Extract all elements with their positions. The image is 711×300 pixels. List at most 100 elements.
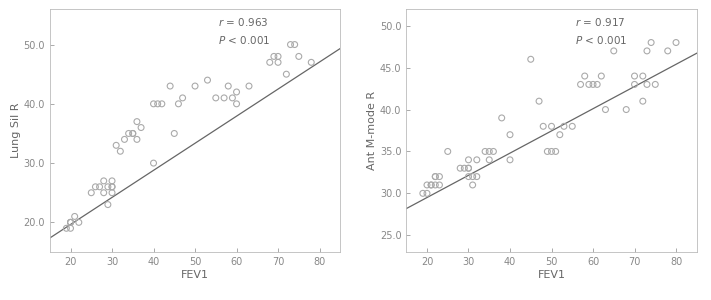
- Point: [65, 226, 76, 231]
- Point: [579, 74, 590, 78]
- Point: [629, 74, 640, 78]
- Point: [107, 190, 118, 195]
- Point: [429, 183, 441, 188]
- Point: [483, 149, 495, 154]
- Point: [504, 132, 515, 137]
- Point: [538, 124, 549, 129]
- Point: [542, 149, 553, 154]
- Point: [641, 49, 653, 53]
- Point: [65, 220, 76, 225]
- Point: [592, 82, 603, 87]
- Point: [272, 60, 284, 65]
- Point: [434, 183, 445, 188]
- Point: [107, 184, 118, 189]
- Point: [463, 166, 474, 171]
- Point: [231, 90, 242, 94]
- Point: [293, 54, 304, 59]
- Point: [504, 158, 515, 162]
- Point: [567, 124, 578, 129]
- Point: [650, 82, 661, 87]
- Point: [85, 190, 97, 195]
- Point: [417, 191, 429, 196]
- Point: [231, 101, 242, 106]
- Point: [662, 49, 673, 53]
- Point: [637, 99, 648, 103]
- Point: [102, 202, 114, 207]
- Point: [127, 131, 139, 136]
- Point: [550, 149, 562, 154]
- Point: [422, 183, 433, 188]
- Point: [558, 124, 570, 129]
- Point: [425, 183, 437, 188]
- Point: [488, 149, 499, 154]
- X-axis label: FEV1: FEV1: [181, 270, 209, 280]
- Point: [223, 84, 234, 88]
- Point: [60, 226, 72, 231]
- Point: [429, 174, 441, 179]
- Point: [173, 101, 184, 106]
- Point: [646, 40, 657, 45]
- Point: [268, 54, 279, 59]
- Point: [442, 149, 454, 154]
- Point: [65, 220, 76, 225]
- Point: [94, 184, 105, 189]
- Point: [637, 74, 648, 78]
- Point: [600, 107, 611, 112]
- Point: [156, 101, 168, 106]
- Point: [425, 183, 437, 188]
- Point: [202, 78, 213, 82]
- Point: [169, 131, 180, 136]
- Point: [621, 107, 632, 112]
- Point: [227, 95, 238, 100]
- Point: [479, 149, 491, 154]
- Point: [629, 82, 640, 87]
- Point: [608, 49, 619, 53]
- Point: [135, 125, 146, 130]
- Point: [210, 95, 222, 100]
- Point: [587, 82, 599, 87]
- Point: [114, 149, 126, 154]
- Point: [189, 84, 201, 88]
- Point: [119, 137, 130, 142]
- Point: [496, 116, 508, 120]
- Point: [148, 161, 159, 166]
- Point: [583, 82, 594, 87]
- Point: [218, 95, 230, 100]
- Point: [641, 82, 653, 87]
- Point: [546, 124, 557, 129]
- Point: [463, 166, 474, 171]
- Point: [107, 178, 118, 183]
- Point: [467, 174, 479, 179]
- Point: [243, 84, 255, 88]
- Point: [467, 183, 479, 188]
- Point: [148, 101, 159, 106]
- Point: [123, 131, 134, 136]
- Y-axis label: Lung Sil R: Lung Sil R: [11, 103, 21, 158]
- Point: [132, 137, 143, 142]
- Point: [463, 158, 474, 162]
- Point: [434, 174, 445, 179]
- Point: [127, 131, 139, 136]
- Text: $r$ = 0.963
$P$ < 0.001: $r$ = 0.963 $P$ < 0.001: [218, 16, 271, 46]
- Point: [132, 119, 143, 124]
- Point: [90, 184, 101, 189]
- Point: [459, 166, 470, 171]
- Point: [177, 95, 188, 100]
- Point: [164, 84, 176, 88]
- Point: [454, 166, 466, 171]
- Point: [546, 149, 557, 154]
- Point: [471, 174, 483, 179]
- Point: [107, 184, 118, 189]
- Point: [471, 158, 483, 162]
- Point: [525, 57, 536, 62]
- Point: [69, 214, 80, 219]
- Point: [429, 174, 441, 179]
- Point: [102, 184, 114, 189]
- Point: [152, 101, 164, 106]
- Point: [575, 82, 587, 87]
- Point: [110, 143, 122, 148]
- Point: [670, 40, 682, 45]
- Point: [285, 42, 296, 47]
- Point: [98, 178, 109, 183]
- Point: [533, 99, 545, 103]
